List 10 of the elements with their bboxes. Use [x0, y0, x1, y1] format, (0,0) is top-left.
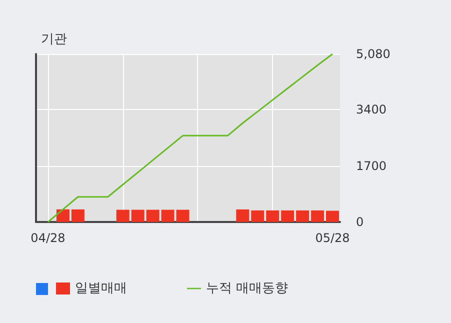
- x-tick-label: 04/28: [30, 231, 66, 245]
- legend-label: 누적 매매동향: [206, 281, 288, 296]
- x-tick-label: 05/28: [315, 231, 350, 245]
- y-tick-label: 0: [356, 215, 364, 229]
- y-tick-label: 3400: [356, 102, 387, 117]
- y-tick-label: 5,080: [356, 47, 390, 61]
- y-tick-label: 1700: [356, 158, 387, 173]
- line-series: [47, 53, 334, 223]
- chart-title: 기관: [41, 32, 67, 47]
- legend-label: 일별매매: [75, 281, 127, 296]
